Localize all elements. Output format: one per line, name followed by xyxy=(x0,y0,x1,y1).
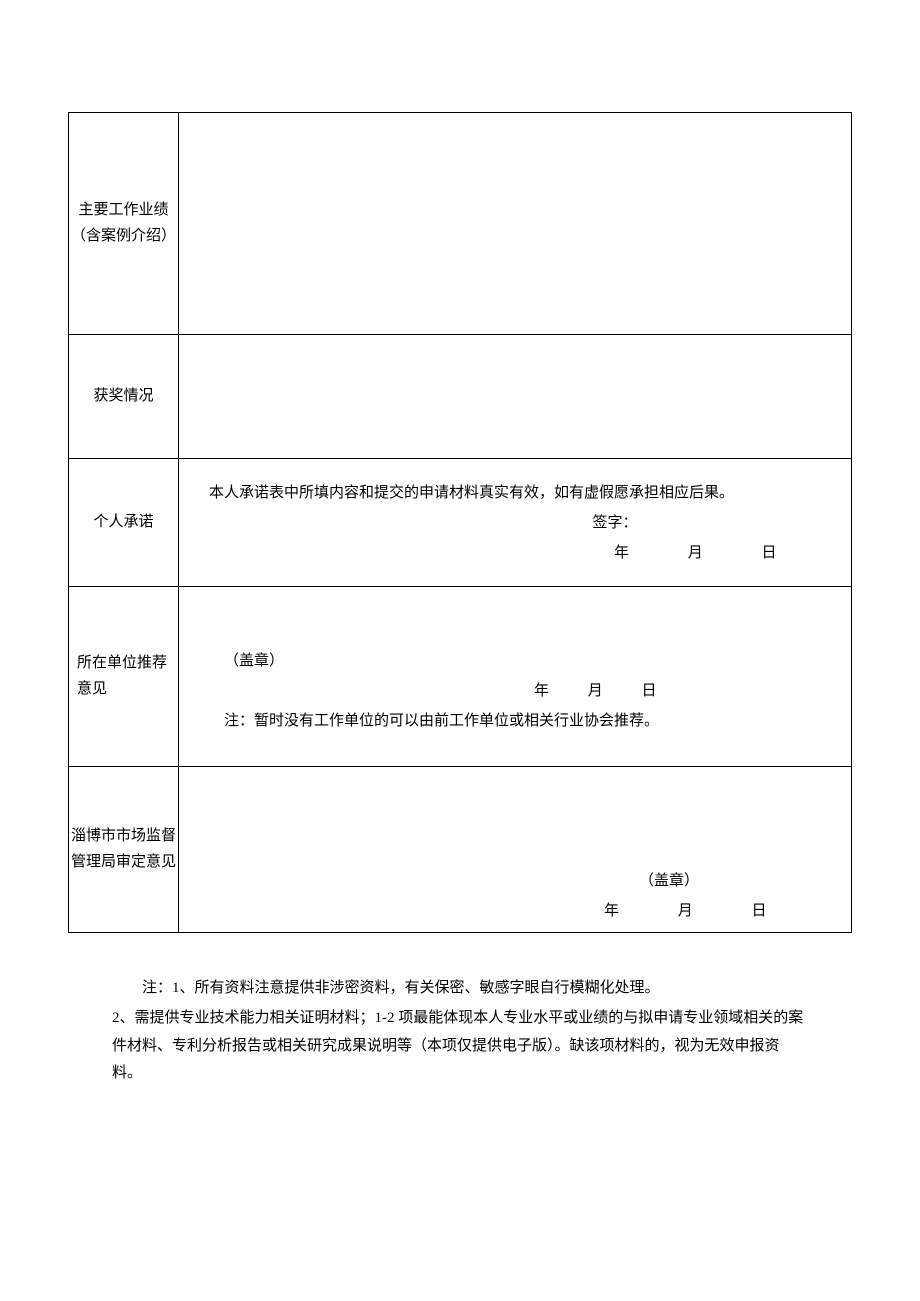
promise-sign-label: 签字： xyxy=(179,508,851,538)
promise-text: 本人承诺表中所填内容和提交的申请材料真实有效，如有虚假愿承担相应后果。 xyxy=(179,478,851,508)
row-unit-recommendation: 所在单位推荐意见 （盖章） 年 月 日 注：暂时没有工作单位的可以由前工作单位或… xyxy=(69,587,852,767)
audit-month: 月 xyxy=(623,896,693,926)
form-table: 主要工作业绩（含案例介绍） 获奖情况 个人承诺 本人承诺表中所填内容和提交的申请… xyxy=(68,112,852,933)
unit-month: 月 xyxy=(553,676,603,706)
audit-year: 年 xyxy=(569,896,619,926)
unit-stamp: （盖章） xyxy=(179,646,851,676)
unit-day: 日 xyxy=(607,676,657,706)
content-audit: （盖章） 年 月 日 xyxy=(179,767,852,933)
footer-notes: 注：1、所有资料注意提供非涉密资料，有关保密、敏感字眼自行模糊化处理。 2、需提… xyxy=(68,975,852,1088)
content-unit: （盖章） 年 月 日 注：暂时没有工作单位的可以由前工作单位或相关行业协会推荐。 xyxy=(179,587,852,767)
label-award: 获奖情况 xyxy=(69,335,179,459)
promise-year: 年 xyxy=(559,538,629,568)
unit-date-line: 年 月 日 xyxy=(179,676,851,706)
content-work xyxy=(179,113,852,335)
unit-note: 注：暂时没有工作单位的可以由前工作单位或相关行业协会推荐。 xyxy=(179,706,851,736)
label-audit: 淄博市市场监督管理局审定意见 xyxy=(69,767,179,933)
audit-stamp: （盖章） xyxy=(179,866,851,896)
content-award xyxy=(179,335,852,459)
label-work: 主要工作业绩（含案例介绍） xyxy=(69,113,179,335)
label-unit: 所在单位推荐意见 xyxy=(69,587,179,767)
content-promise: 本人承诺表中所填内容和提交的申请材料真实有效，如有虚假愿承担相应后果。 签字： … xyxy=(179,459,852,587)
promise-month: 月 xyxy=(633,538,703,568)
promise-day: 日 xyxy=(707,538,777,568)
row-personal-promise: 个人承诺 本人承诺表中所填内容和提交的申请材料真实有效，如有虚假愿承担相应后果。… xyxy=(69,459,852,587)
audit-date-line: 年 月 日 xyxy=(179,896,851,926)
row-audit-opinion: 淄博市市场监督管理局审定意见 （盖章） 年 月 日 xyxy=(69,767,852,933)
audit-day: 日 xyxy=(697,896,767,926)
unit-year: 年 xyxy=(499,676,549,706)
footer-note-2: 2、需提供专业技术能力相关证明材料；1-2 项最能体现本人专业水平或业绩的与拟申… xyxy=(112,1005,808,1088)
row-awards: 获奖情况 xyxy=(69,335,852,459)
row-work-achievements: 主要工作业绩（含案例介绍） xyxy=(69,113,852,335)
footer-note-1: 注：1、所有资料注意提供非涉密资料，有关保密、敏感字眼自行模糊化处理。 xyxy=(112,975,808,1003)
unit-spacer xyxy=(179,618,851,646)
promise-date-line: 年 月 日 xyxy=(179,538,851,568)
label-promise: 个人承诺 xyxy=(69,459,179,587)
